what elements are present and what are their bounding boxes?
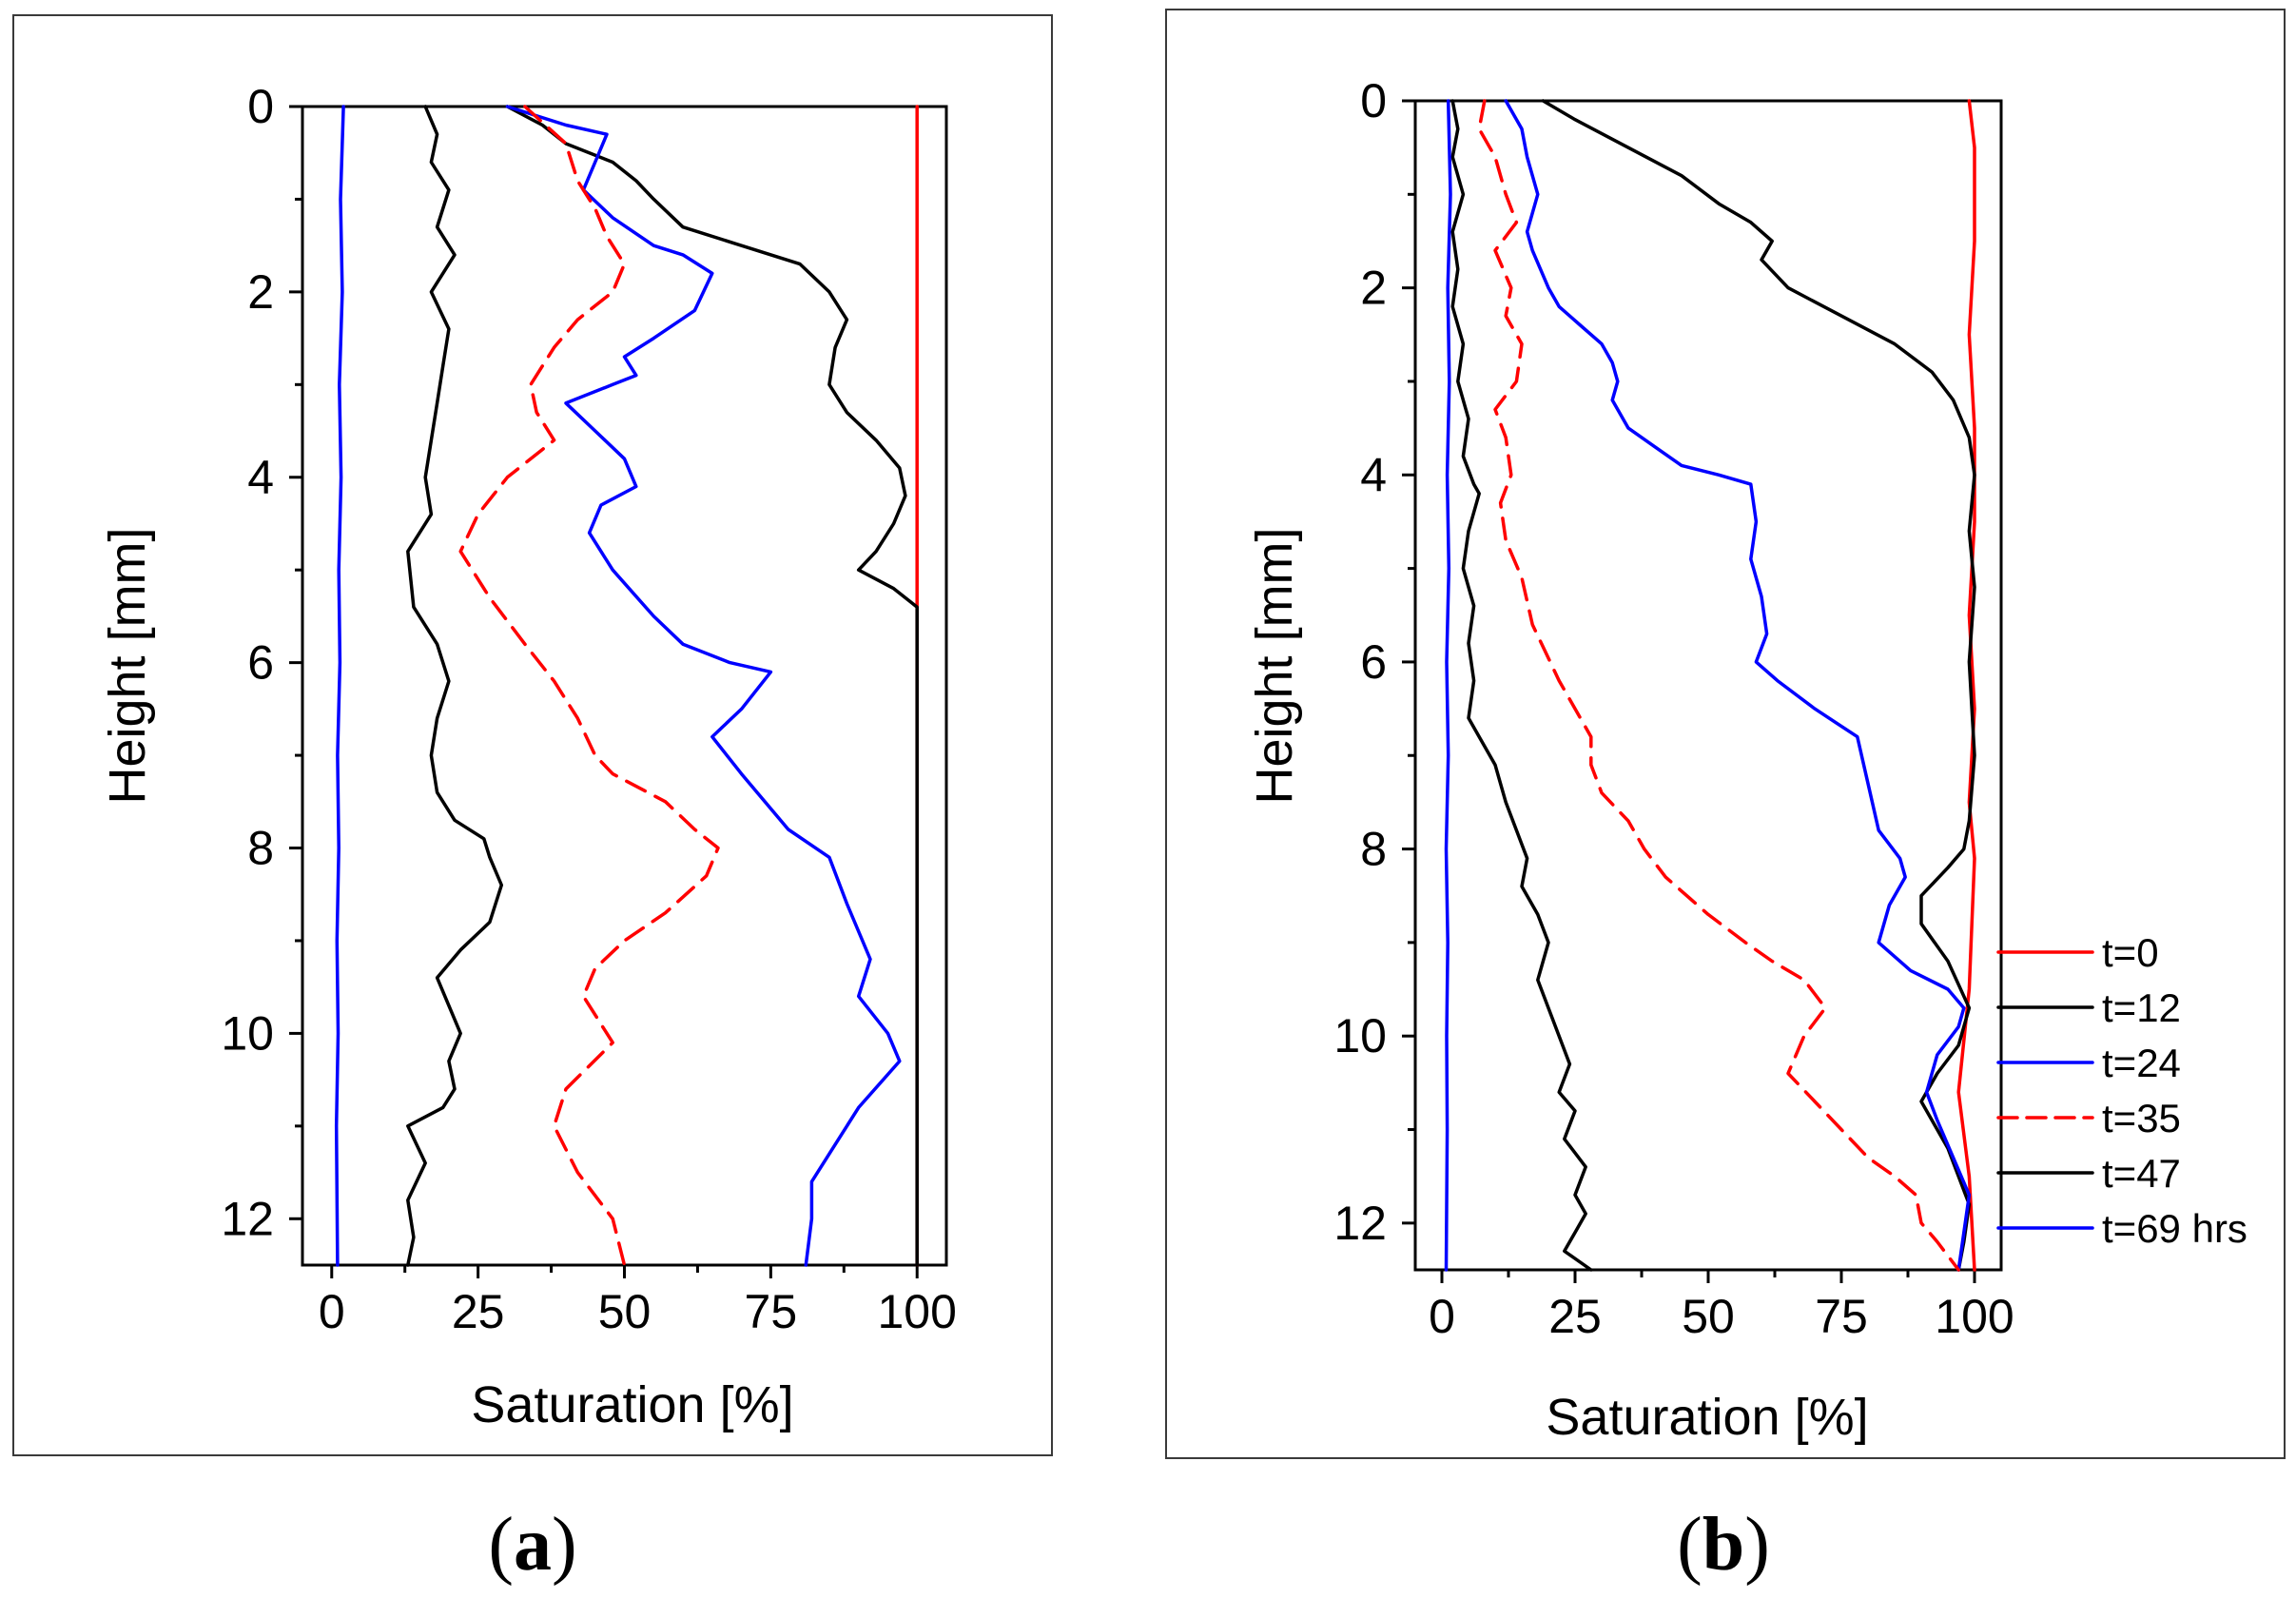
- panel-b-plot: 0 25 50 75 100 0 2 4 6 8 10 12: [1333, 74, 2014, 1343]
- y-tick-label: 4: [247, 451, 274, 504]
- legend-label: t=0: [2102, 930, 2159, 975]
- x-tick-label: 25: [452, 1285, 505, 1338]
- panel-a-caption-letter: a: [514, 1503, 552, 1587]
- series-line-t-24: [505, 105, 902, 1267]
- y-tick-label: 6: [1360, 635, 1387, 689]
- series-line-t-0: [1956, 99, 1976, 1272]
- series-line-t-47: [406, 105, 504, 1267]
- plot-area-a: [301, 105, 948, 1267]
- panel-a-caption: (a): [488, 1503, 576, 1587]
- x-tick-label: 0: [319, 1285, 345, 1338]
- x-tick-label: 25: [1548, 1290, 1602, 1343]
- y-tick-label: 12: [1333, 1197, 1387, 1250]
- y-tick-label: 12: [221, 1192, 274, 1245]
- panel-b-caption: (b): [1677, 1503, 1770, 1587]
- series-line-t-12: [505, 105, 919, 1267]
- panel-a-plot: 0 25 50 75 100 0 2 4 6 8 10 12: [221, 80, 957, 1338]
- legend-label: t=24: [2102, 1041, 2181, 1085]
- y-tick-label: 0: [1360, 74, 1387, 127]
- x-tick-label: 0: [1429, 1290, 1455, 1343]
- x-tick-label: 50: [598, 1285, 652, 1338]
- x-tick-label: 100: [878, 1285, 957, 1338]
- legend-label: t=69 hrs: [2102, 1206, 2247, 1251]
- x-tick-label: 100: [1935, 1290, 2014, 1343]
- series-line-t-12: [1541, 99, 1976, 1272]
- panel-b-xlabel: Saturation [%]: [1546, 1389, 1868, 1446]
- panel-b-ylabel: Height [mm]: [1246, 527, 1303, 804]
- plot-area-b: [1413, 99, 2003, 1272]
- y-tick-label: 0: [247, 80, 274, 133]
- y-tick-label: 8: [247, 822, 274, 875]
- y-tick-label: 2: [1360, 262, 1387, 315]
- y-tick-label: 2: [247, 265, 274, 319]
- x-tick-label: 75: [1815, 1290, 1868, 1343]
- panel-b-caption-letter: b: [1703, 1503, 1745, 1587]
- legend-label: t=47: [2102, 1151, 2181, 1196]
- y-tick-label: 10: [1333, 1009, 1387, 1062]
- y-tick-label: 6: [247, 636, 274, 690]
- panel-a-frame: [12, 14, 1053, 1456]
- y-tick-label: 8: [1360, 823, 1387, 876]
- panel-b-frame: [1165, 9, 2286, 1459]
- series-line-t-35: [458, 105, 720, 1267]
- y-tick-label: 10: [221, 1006, 274, 1060]
- series-line-t-24: [1504, 99, 1972, 1272]
- series-line-t-35: [1477, 99, 1960, 1272]
- legend-label: t=12: [2102, 985, 2181, 1030]
- series-line-t-69-hrs: [1444, 99, 1452, 1272]
- x-tick-label: 50: [1682, 1290, 1735, 1343]
- y-tick-label: 4: [1360, 448, 1387, 501]
- panel-a-ylabel: Height [mm]: [99, 527, 156, 804]
- legend: t=0 t=12 t=24 t=35 t=47 t=69 hrs: [1996, 930, 2247, 1251]
- series-line-t-69-hrs: [334, 105, 345, 1267]
- x-tick-label: 75: [745, 1285, 798, 1338]
- panel-a-xlabel: Saturation [%]: [471, 1376, 793, 1433]
- series-line-t-47: [1450, 99, 1593, 1272]
- legend-label: t=35: [2102, 1096, 2181, 1140]
